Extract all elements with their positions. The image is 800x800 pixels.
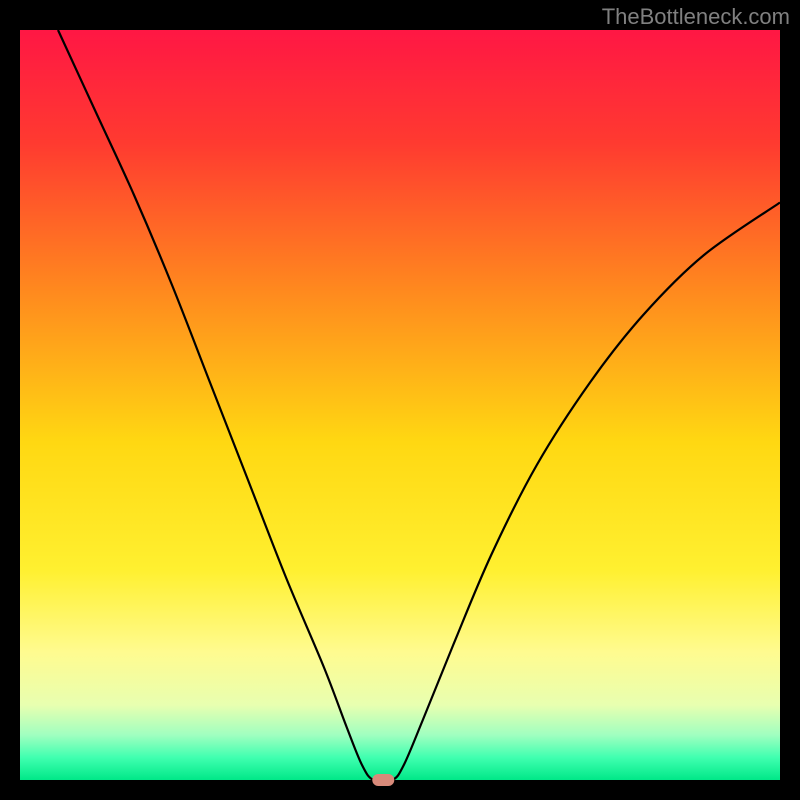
bottleneck-chart (0, 0, 800, 800)
watermark-text: TheBottleneck.com (602, 4, 790, 30)
gradient-background (20, 30, 780, 780)
optimal-marker (372, 774, 394, 786)
chart-container: TheBottleneck.com (0, 0, 800, 800)
